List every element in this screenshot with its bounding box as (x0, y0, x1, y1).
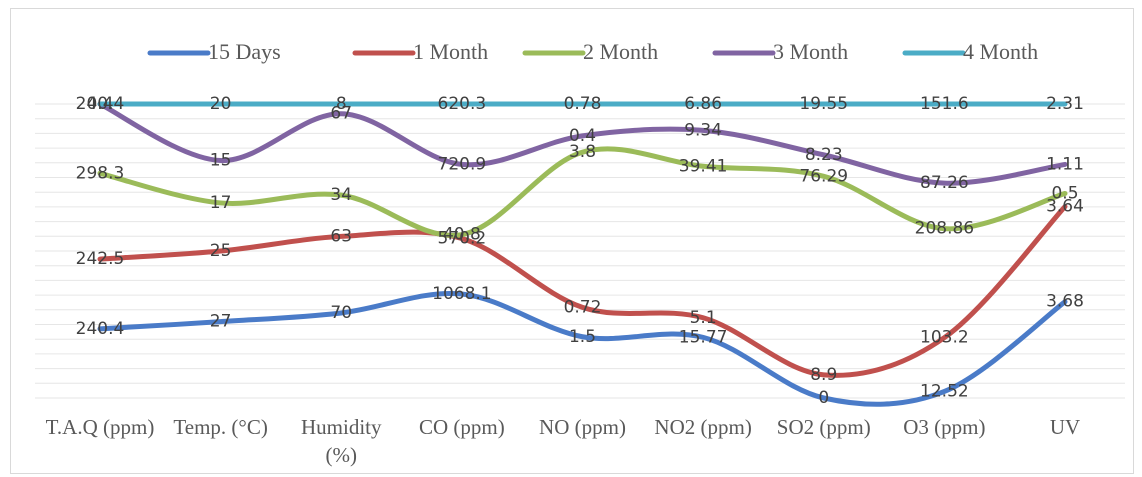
x-tick-label: Temp. (°C) (173, 415, 268, 439)
data-label: 15 (210, 151, 232, 171)
data-label: 570.2 (438, 229, 487, 249)
legend-label: 4 Month (963, 39, 1038, 64)
data-label: 0.78 (564, 94, 602, 114)
data-label: 6.86 (684, 94, 722, 114)
x-tick-label: UV (1049, 415, 1081, 439)
legend-label: 3 Month (773, 39, 848, 64)
data-label: 9.34 (684, 120, 722, 140)
data-label: 720.9 (438, 154, 487, 174)
data-label: 208.86 (915, 219, 974, 239)
data-label: 25 (210, 241, 232, 261)
data-label: 0.4 (86, 94, 113, 114)
x-tick-label: Humidity (%) (300, 415, 382, 467)
data-label: 5.1 (690, 308, 717, 328)
legend-label: 1 Month (413, 39, 488, 64)
x-tick-label: SO2 (ppm) (776, 415, 871, 439)
data-label: 3.68 (1046, 292, 1084, 312)
series-line (97, 204, 1068, 378)
data-label: 8.9 (810, 365, 837, 385)
data-label: 39.41 (679, 156, 728, 176)
data-label: 40.8 (443, 225, 481, 245)
data-label: 620.3 (438, 94, 487, 114)
data-label: 15.77 (679, 327, 728, 347)
x-tick-label: O3 (ppm) (903, 415, 986, 439)
series-line (97, 146, 1068, 238)
data-label: 0.4 (569, 126, 596, 146)
data-label: 70 (330, 303, 352, 323)
data-label: 242.5 (76, 249, 125, 269)
data-label: 19.55 (799, 94, 848, 114)
data-label: 240.4 (76, 94, 125, 114)
data-label: 0.5 (1051, 183, 1078, 203)
data-label: 298.3 (76, 163, 125, 183)
data-label: 1.5 (569, 327, 596, 347)
chart-frame (10, 8, 1134, 474)
legend-label: 2 Month (583, 39, 658, 64)
data-label: 3.64 (1046, 197, 1084, 217)
x-tick-label: NO (ppm) (539, 415, 626, 439)
data-label: 87.26 (920, 173, 969, 193)
data-label: 3.8 (569, 142, 596, 162)
series-line (97, 290, 1068, 407)
data-label: 103.2 (920, 328, 969, 348)
x-tick-label: CO (ppm) (419, 415, 505, 439)
data-label: 0.72 (564, 297, 602, 317)
data-label: 2.31 (1046, 94, 1084, 114)
series-line (97, 101, 1068, 186)
data-label: 12.52 (920, 381, 969, 401)
data-label: 1068.1 (432, 284, 491, 304)
data-label: 8.23 (805, 145, 843, 165)
data-label: 240.4 (76, 319, 125, 339)
data-label: 17 (210, 193, 232, 213)
x-tick-label: NO2 (ppm) (654, 415, 752, 439)
data-label: 1.11 (1046, 154, 1084, 174)
data-label: 8 (336, 94, 347, 114)
data-label: 151.6 (920, 94, 969, 114)
x-tick-label: T.A.Q (ppm) (45, 415, 155, 439)
legend-label: 15 Days (208, 39, 281, 64)
data-label: 67 (330, 104, 352, 124)
data-label: 0 (818, 388, 829, 408)
data-label: 27 (210, 312, 232, 332)
data-label: 76.29 (799, 166, 848, 186)
data-label: 34 (330, 185, 352, 205)
data-label: 20 (210, 94, 232, 114)
data-label: 63 (330, 226, 352, 246)
